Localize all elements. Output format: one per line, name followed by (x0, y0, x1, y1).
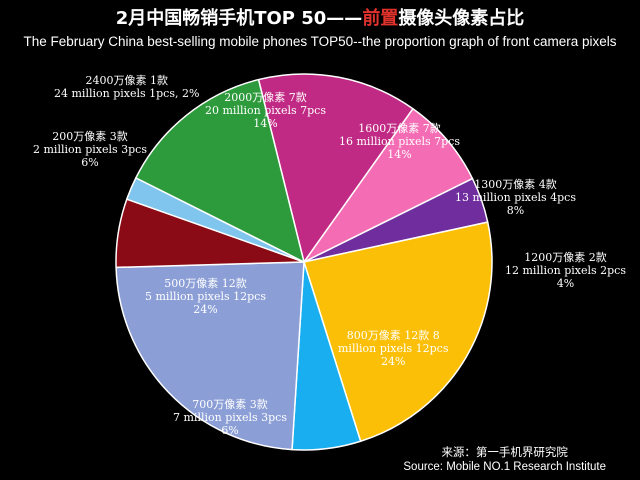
chart-title-highlight: 前置 (362, 8, 399, 29)
slice-label-line: 24% (193, 303, 218, 316)
slice-label-line: 20 million pixels 7pcs (205, 104, 326, 117)
slice-label-line: 700万像素 3款 (192, 398, 268, 411)
slice-label-line: 24% (381, 355, 406, 368)
slice-label-line: 8% (506, 204, 525, 217)
slice-label-2400mp: 2400万像素 1款 24 million pixels 1pcs, 2% (54, 74, 199, 100)
slice-label-line: 6% (221, 424, 239, 437)
slice-label-line: 6% (81, 156, 99, 169)
slice-label-line: 4% (556, 277, 575, 290)
pie-slice-2000mp (135, 78, 305, 263)
pie-slice-500mp (115, 261, 305, 451)
slice-label-line: 2400万像素 1款 (85, 74, 168, 87)
slice-label-line: 1600万像素 7款 (358, 122, 441, 135)
chart-subtitle: The February China best-selling mobile p… (23, 34, 617, 49)
source-note: 来源：第一手机界研究院 Source: Mobile NO.1 Research… (403, 446, 606, 474)
slice-label-line: 24 million pixels 1pcs, 2% (54, 87, 200, 100)
slice-label-line: 1300万像素 4款 (474, 178, 557, 191)
slice-label-line: 7 million pixels 3pcs (173, 411, 287, 424)
slice-label-line: 200万像素 3款 (52, 130, 128, 143)
slice-label-line: 16 million pixels 7pcs (339, 135, 460, 148)
slice-label-line: million pixels 12pcs (338, 342, 449, 355)
slice-label-line: 14% (253, 117, 278, 130)
slice-label-line: 1200万像素 2款 (524, 251, 607, 264)
slice-label-line: 500万像素 12款 (164, 277, 247, 290)
source-cn: 来源：第一手机界研究院 (441, 447, 568, 459)
chart-title-prefix: 2月中国畅销手机TOP 50—— (115, 8, 363, 29)
chart-title: 2月中国畅销手机TOP 50——前置摄像头像素占比 (0, 8, 640, 30)
slice-label-1300mp: 1300万像素 4款 13 million pixels 4pcs 8% (455, 178, 576, 217)
slice-label-800mp: 800万像素 12款 8 million pixels 12pcs 24% (338, 329, 448, 368)
slice-label-line: 14% (387, 148, 412, 161)
pie-slice-800mp (303, 221, 493, 443)
pie-slice-1600mp (257, 73, 414, 263)
slice-label-2000mp: 2000万像素 7款 20 million pixels 7pcs 14% (205, 91, 326, 130)
slice-label-1600mp: 1600万像素 7款 16 million pixels 7pcs 14% (339, 122, 460, 161)
slice-label-200mp: 200万像素 3款 2 million pixels 3pcs 6% (33, 130, 147, 169)
slice-label-line: 13 million pixels 4pcs (455, 191, 576, 204)
slice-label-line: 2 million pixels 3pcs (33, 143, 147, 156)
slice-label-line: 2000万像素 7款 (224, 91, 307, 104)
slice-label-1200mp: 1200万像素 2款 12 million pixels 2pcs 4% (505, 251, 626, 290)
slice-label-line: 5 million pixels 12pcs (145, 290, 266, 303)
chart-title-suffix: 摄像头像素占比 (398, 8, 525, 29)
source-en: Source: Mobile NO.1 Research Institute (403, 461, 606, 473)
slice-label-500mp: 500万像素 12款 5 million pixels 12pcs 24% (145, 277, 266, 316)
slice-label-line: 800万像素 12款 8 (346, 329, 440, 342)
pie-slice-1300mp (303, 108, 474, 263)
slice-label-line: 12 million pixels 2pcs (505, 264, 626, 277)
slice-label-700mp: 700万像素 3款 7 million pixels 3pcs 6% (173, 398, 287, 437)
